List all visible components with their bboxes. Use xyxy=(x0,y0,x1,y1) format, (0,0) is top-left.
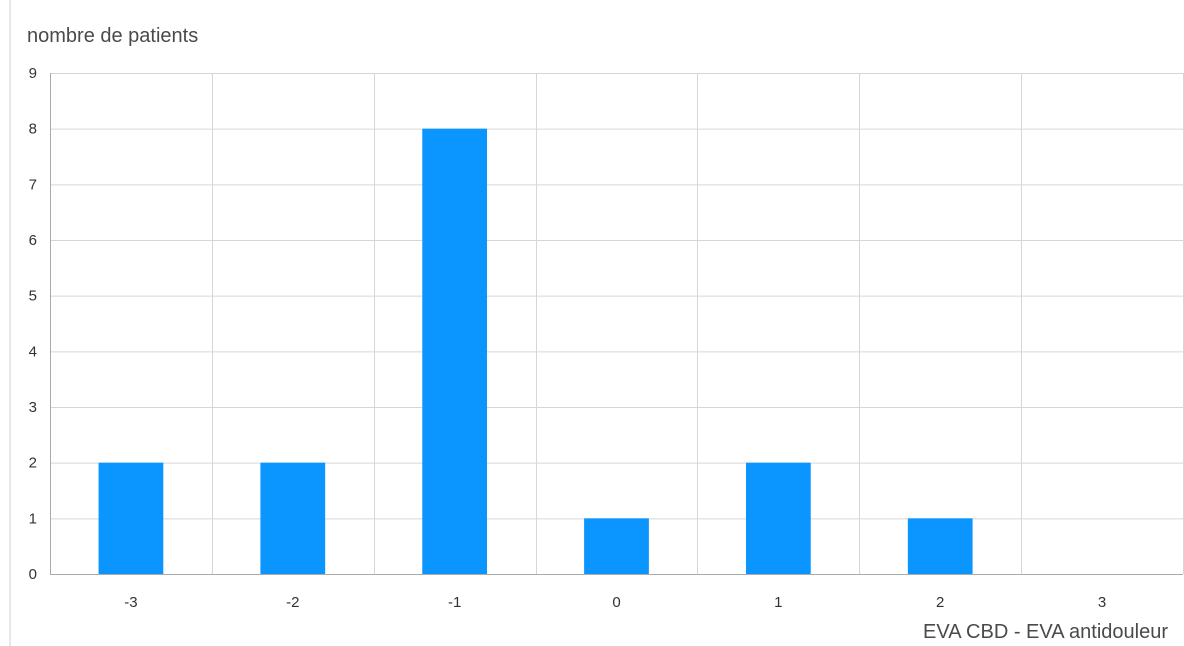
x-tick-label: 3 xyxy=(1098,594,1106,611)
x-tick-label: 2 xyxy=(936,594,944,611)
bar xyxy=(745,462,811,574)
x-axis-title: EVA CBD - EVA antidouleur xyxy=(923,621,1168,643)
y-tick-labels: 0 1 2 3 4 5 6 7 8 9 xyxy=(29,65,37,583)
y-tick-label: 5 xyxy=(29,288,37,305)
y-tick-label: 7 xyxy=(29,176,37,193)
y-tick-label: 2 xyxy=(29,455,37,472)
grid xyxy=(50,73,1184,575)
bar xyxy=(584,518,649,574)
y-tick-label: 4 xyxy=(29,343,37,360)
y-tick-label: 8 xyxy=(29,121,37,138)
x-tick-label: -3 xyxy=(124,594,137,611)
y-tick-label: 0 xyxy=(29,566,37,583)
x-tick-label: -2 xyxy=(286,594,299,611)
bar xyxy=(260,462,326,574)
bar xyxy=(422,128,488,574)
x-tick-labels: -3 -2 -1 0 1 2 3 xyxy=(124,594,1106,611)
x-tick-label: -1 xyxy=(448,594,461,611)
bar xyxy=(907,518,973,574)
y-tick-label: 3 xyxy=(29,399,37,416)
bars xyxy=(98,128,973,574)
y-tick-label: 9 xyxy=(29,65,37,82)
y-tick-label: 6 xyxy=(29,232,37,249)
x-tick-label: 0 xyxy=(612,594,620,611)
bar xyxy=(98,462,164,574)
y-tick-label: 1 xyxy=(29,510,37,527)
y-axis-title: nombre de patients xyxy=(27,25,198,47)
x-tick-label: 1 xyxy=(774,594,782,611)
